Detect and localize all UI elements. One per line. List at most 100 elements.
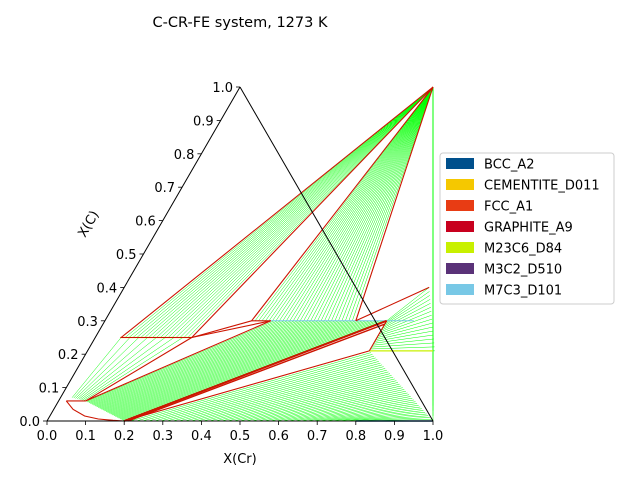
x-axis-label: X(Cr): [223, 452, 256, 467]
tie-line-fcc-m7c3: [93, 320, 295, 406]
y-tick-label: 0.6: [135, 215, 156, 230]
y-tick-label: 0.8: [174, 148, 195, 163]
tie-line-fcc-m23c6: [318, 406, 421, 422]
y-axis-ticks: 0.0 0.1 0.2 0.3 0.4 0.5 0.6 0.7 0.8 0.9 1.0: [19, 81, 240, 430]
legend-swatch: [446, 179, 474, 190]
tie-line-fcc-m23c6: [209, 375, 392, 422]
legend-swatch: [446, 158, 474, 169]
tie-line-m7c3-m23c6: [382, 303, 431, 329]
y-tick-label: 1.0: [212, 81, 233, 96]
y-tick-label: 0.3: [77, 315, 98, 330]
tie-line-fcc-m23c6: [221, 378, 395, 422]
tie-line-fcc-m23c6: [178, 366, 384, 422]
tie-line-fcc-m7c3: [97, 320, 309, 408]
tie-line-m7c3-m23c6: [374, 330, 434, 342]
tie-line-fcc-m23c6: [282, 396, 411, 422]
legend-swatch: [446, 242, 474, 253]
tie-line-fcc-m7c3: [109, 320, 343, 414]
tie-line-fcc-m7c3: [112, 320, 353, 416]
tie-line-fcc-cementite: [83, 337, 184, 401]
tie-line-fcc-m23c6: [294, 399, 414, 422]
tie-line-fcc-m23c6: [184, 368, 386, 422]
phase-boundary: [355, 286, 430, 322]
phase-boundary: [85, 337, 193, 402]
tie-line-fcc-m23c6: [136, 354, 373, 422]
tie-line-graphite-cementite: [156, 86, 434, 338]
tie-line-fcc-m7c3: [103, 320, 326, 411]
phase-boundary: [124, 350, 370, 422]
x-axis-ticks: 0.0 0.1 0.2 0.3 0.4 0.5 0.6 0.7 0.8 0.9 1.0: [37, 421, 443, 444]
tie-line-fcc-m23c6: [191, 369, 387, 422]
legend-frame: [439, 152, 615, 305]
phase-boundary-thick: [123, 319, 388, 422]
tie-line-graphite-m7c3: [286, 86, 434, 321]
tie-line-m7c3-m23c6: [370, 346, 435, 350]
tie-line-fcc-cementite: [80, 337, 166, 400]
tie-line-fcc-m7c3: [100, 320, 316, 409]
tie-line-fcc-m23c6: [306, 403, 418, 422]
x-tick-label: 0.6: [268, 429, 289, 444]
tie-line-fcc-m7c3: [111, 320, 350, 415]
tie-line-graphite-m7c3: [289, 86, 434, 321]
legend-label: M7C3_D101: [484, 284, 562, 299]
tie-line-graphite-cementite: [144, 86, 434, 338]
tie-line-fcc-m23c6: [349, 415, 429, 422]
y-tick-label: 0.2: [58, 348, 79, 363]
tie-line-graphite-m7c3: [279, 86, 434, 321]
tie-line-graphite-m7c3: [327, 86, 434, 321]
tie-line-fcc-m23c6: [148, 357, 376, 422]
tie-line-fcc-m23c6: [203, 373, 391, 422]
x-tick-label: 0.3: [152, 429, 173, 444]
phase-boundaries: [65, 86, 434, 422]
tie-line-fcc-m7c3: [94, 320, 299, 406]
tie-line-m7c3-m23c6: [372, 338, 434, 346]
tie-line-graphite-m7c3: [296, 86, 434, 321]
tie-line-graphite-m7c3: [303, 86, 434, 321]
tie-line-m7c3-m23c6: [378, 314, 432, 335]
tie-line-fcc-m23c6: [300, 401, 416, 422]
tie-line-m7c3-m23c6: [377, 318, 433, 337]
tie-line-fcc-m7c3: [118, 320, 370, 419]
tie-line-fcc-m23c6: [336, 411, 426, 422]
tie-line-fcc-m7c3: [119, 320, 374, 419]
tie-line-fcc-cementite: [73, 337, 131, 399]
tie-line-graphite-cementite: [183, 86, 434, 338]
y-tick-label: 0.5: [116, 248, 137, 263]
tie-line-fcc-m7c3: [87, 320, 278, 403]
x-tick-label: 0.1: [75, 429, 96, 444]
y-tick-label: 0.4: [97, 281, 118, 296]
tie-line-m7c3-m23c6: [386, 287, 430, 321]
tie-line-graphite-cementite: [164, 86, 434, 338]
tie-line-graphite-m7c3: [282, 86, 434, 321]
tie-line-graphite-m7c3: [258, 86, 434, 321]
legend-label: FCC_A1: [484, 200, 533, 215]
triangle-right-edge: [239, 86, 434, 422]
tie-line-fcc-m7c3: [107, 320, 336, 413]
tie-line-fcc-m23c6: [270, 392, 408, 422]
tie-line-m7c3-m23c6: [381, 307, 432, 331]
tie-line-graphite-m7c3: [341, 86, 434, 321]
tie-line-fcc-m23c6: [215, 376, 394, 422]
phase-boundary: [85, 320, 272, 402]
tie-line-m7c3-m23c6: [384, 295, 430, 325]
tie-line-fcc-m23c6: [233, 382, 399, 422]
tie-line-graphite-cementite: [148, 86, 434, 338]
tie-line-graphite-m7c3: [324, 86, 434, 321]
tie-line-fcc-m7c3: [102, 320, 323, 411]
tie-line-fcc-m7c3: [101, 320, 319, 410]
y-tick-label: 0.1: [39, 382, 60, 397]
tie-line-graphite-m7c3: [310, 86, 434, 321]
legend-swatch: [446, 200, 474, 211]
tie-line-graphite-m7c3: [299, 86, 434, 321]
tie-line-graphite-m7c3: [334, 86, 434, 321]
legend-label: CEMENTITE_D011: [484, 179, 600, 194]
x-tick-label: 0.8: [345, 429, 366, 444]
tie-line-fcc-m7c3: [110, 320, 346, 415]
legend-swatch: [446, 263, 474, 274]
tie-line-graphite-m7c3: [320, 86, 434, 321]
tie-line-fcc-m23c6: [160, 361, 379, 422]
tie-line-fcc-m23c6: [330, 410, 424, 422]
legend-swatch: [446, 221, 474, 232]
tie-line-fcc-m7c3: [88, 320, 282, 403]
y-tick-label: 0.9: [193, 114, 214, 129]
